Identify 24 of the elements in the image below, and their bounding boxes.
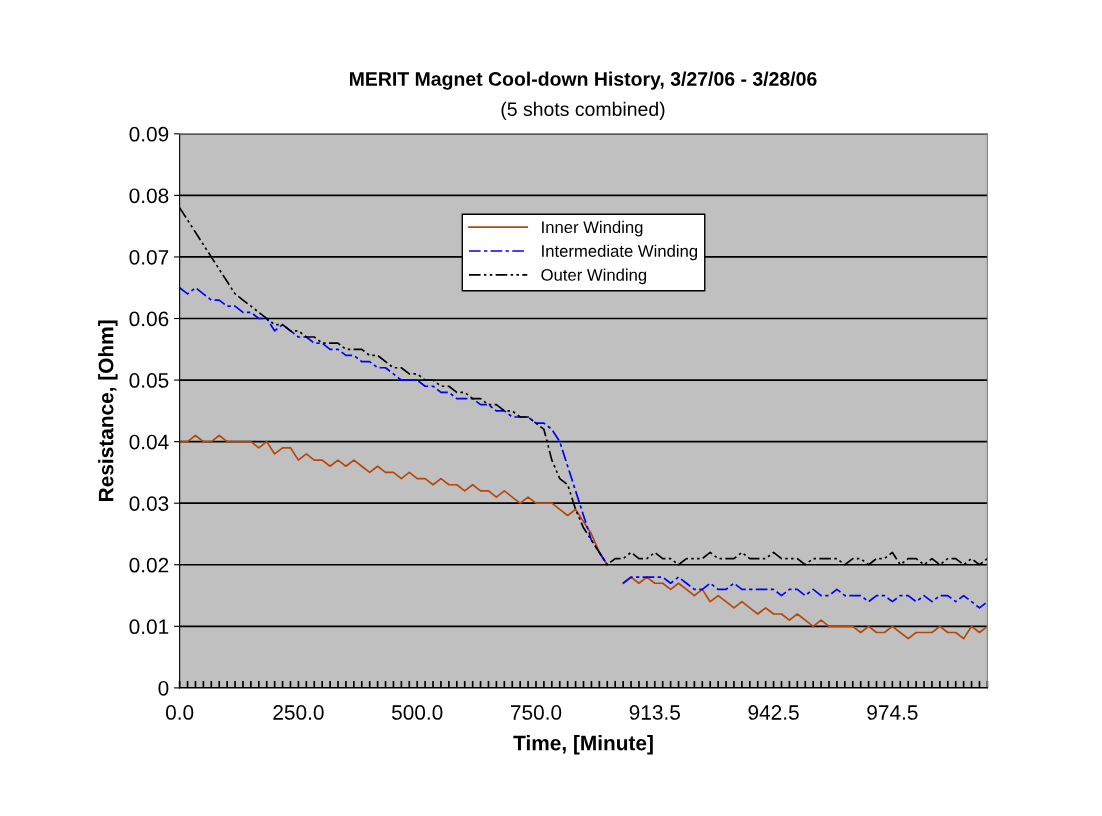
x-axis-title: Time, [Minute] bbox=[513, 735, 653, 755]
x-tick-label: 942.5 bbox=[748, 705, 799, 720]
x-tick-label: 250.0 bbox=[273, 705, 324, 720]
legend-label: Intermediate Winding bbox=[542, 244, 698, 261]
y-tick-label: 0.09 bbox=[129, 126, 169, 142]
y-tick-label: 0 bbox=[158, 680, 169, 696]
x-tick-label: 974.5 bbox=[867, 705, 918, 720]
y-tick-label: 0.06 bbox=[129, 311, 169, 327]
y-tick-label: 0.04 bbox=[129, 434, 169, 450]
y-tick-label: 0.03 bbox=[129, 496, 169, 511]
legend-label: Inner Winding bbox=[542, 220, 643, 237]
y-tick-label: 0.02 bbox=[129, 557, 169, 573]
y-tick-label: 0.01 bbox=[129, 619, 169, 635]
x-tick-label: 750.0 bbox=[511, 705, 562, 720]
y-tick-label: 0.07 bbox=[129, 249, 169, 265]
x-tick-label: 913.5 bbox=[629, 705, 680, 720]
chart-subtitle: (5 shots combined) bbox=[501, 101, 665, 120]
x-tick-label: 500.0 bbox=[391, 705, 443, 720]
x-tick-label: 0.0 bbox=[165, 705, 194, 720]
chart-title: MERIT Magnet Cool-down History, 3/27/06 - 3/28/06 bbox=[349, 71, 817, 90]
y-tick-label: 0.05 bbox=[129, 373, 169, 388]
y-axis-title: Resistance, [Ohm] bbox=[98, 320, 118, 501]
y-tick-label: 0.08 bbox=[129, 188, 169, 204]
legend-label: Outer Winding bbox=[541, 268, 647, 285]
